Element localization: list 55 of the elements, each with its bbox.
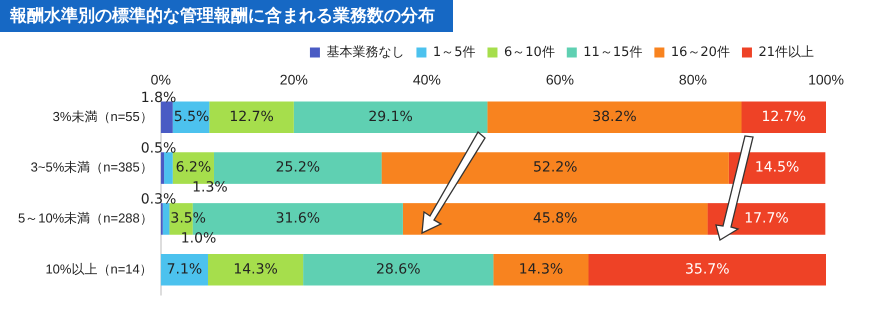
y-tick-label: 5～10%未満（n=288）: [18, 210, 153, 226]
data-label: 52.2%: [533, 160, 578, 176]
data-label: 17.7%: [744, 210, 789, 227]
data-label: 35.7%: [685, 261, 730, 278]
x-tick-label: 100%: [808, 71, 844, 88]
bar: [588, 254, 826, 286]
data-label: 14.3%: [233, 261, 278, 278]
bar: [208, 254, 304, 286]
bar: [164, 152, 173, 184]
data-label: 1.8%: [140, 90, 176, 106]
data-label: 28.6%: [376, 261, 420, 278]
bar: [294, 101, 488, 133]
data-label: 5.5%: [174, 108, 210, 125]
data-label: 38.2%: [592, 108, 637, 125]
bar: [402, 203, 708, 235]
bar: [493, 254, 589, 286]
y-tick-label: 10%以上（n=14）: [45, 261, 153, 276]
x-tick-label: 40%: [412, 71, 441, 88]
bar: [303, 254, 494, 286]
bar: [382, 152, 729, 184]
data-label: 3.5%: [170, 210, 206, 227]
data-label: 25.2%: [276, 160, 320, 176]
data-label: 14.5%: [754, 160, 800, 176]
legend-label: 21件以上: [758, 44, 814, 60]
bar: [162, 203, 170, 235]
data-label: 14.3%: [518, 261, 564, 278]
chart-title: 報酬水準別の標準的な管理報酬に含まれる業務数の分布: [0, 0, 453, 32]
legend-label: 1～5件: [432, 44, 476, 60]
data-label: 29.1%: [368, 108, 413, 125]
x-tick-label: 0%: [150, 71, 171, 88]
legend-label: 11～15件: [583, 44, 642, 60]
legend-label: 基本業務なし: [326, 44, 404, 60]
legend-label: 6～10件: [504, 44, 555, 60]
data-label: 1.3%: [192, 180, 228, 196]
bar: [160, 101, 173, 133]
data-label: 12.7%: [229, 108, 274, 125]
y-tick-label: 3%未満（n=55）: [52, 108, 153, 124]
data-label: 6.2%: [176, 160, 212, 176]
bar: [160, 254, 208, 286]
data-label: 31.6%: [276, 210, 320, 227]
bar: [742, 101, 826, 133]
y-tick-label: 3~5%未満（n=385）: [30, 160, 153, 175]
bar: [209, 101, 294, 133]
x-tick-label: 20%: [280, 71, 308, 88]
data-label: 0.3%: [140, 192, 176, 208]
bar: [160, 152, 164, 184]
data-label: 0.5%: [140, 140, 176, 157]
data-label: 12.7%: [762, 108, 806, 125]
x-tick-label: 60%: [546, 71, 574, 88]
bar: [487, 101, 742, 133]
x-tick-label: 80%: [678, 71, 707, 88]
data-label: 45.8%: [533, 210, 578, 227]
data-label: 1.0%: [180, 230, 216, 247]
legend-label: 16～20件: [670, 44, 730, 60]
data-label: 7.1%: [166, 261, 202, 278]
